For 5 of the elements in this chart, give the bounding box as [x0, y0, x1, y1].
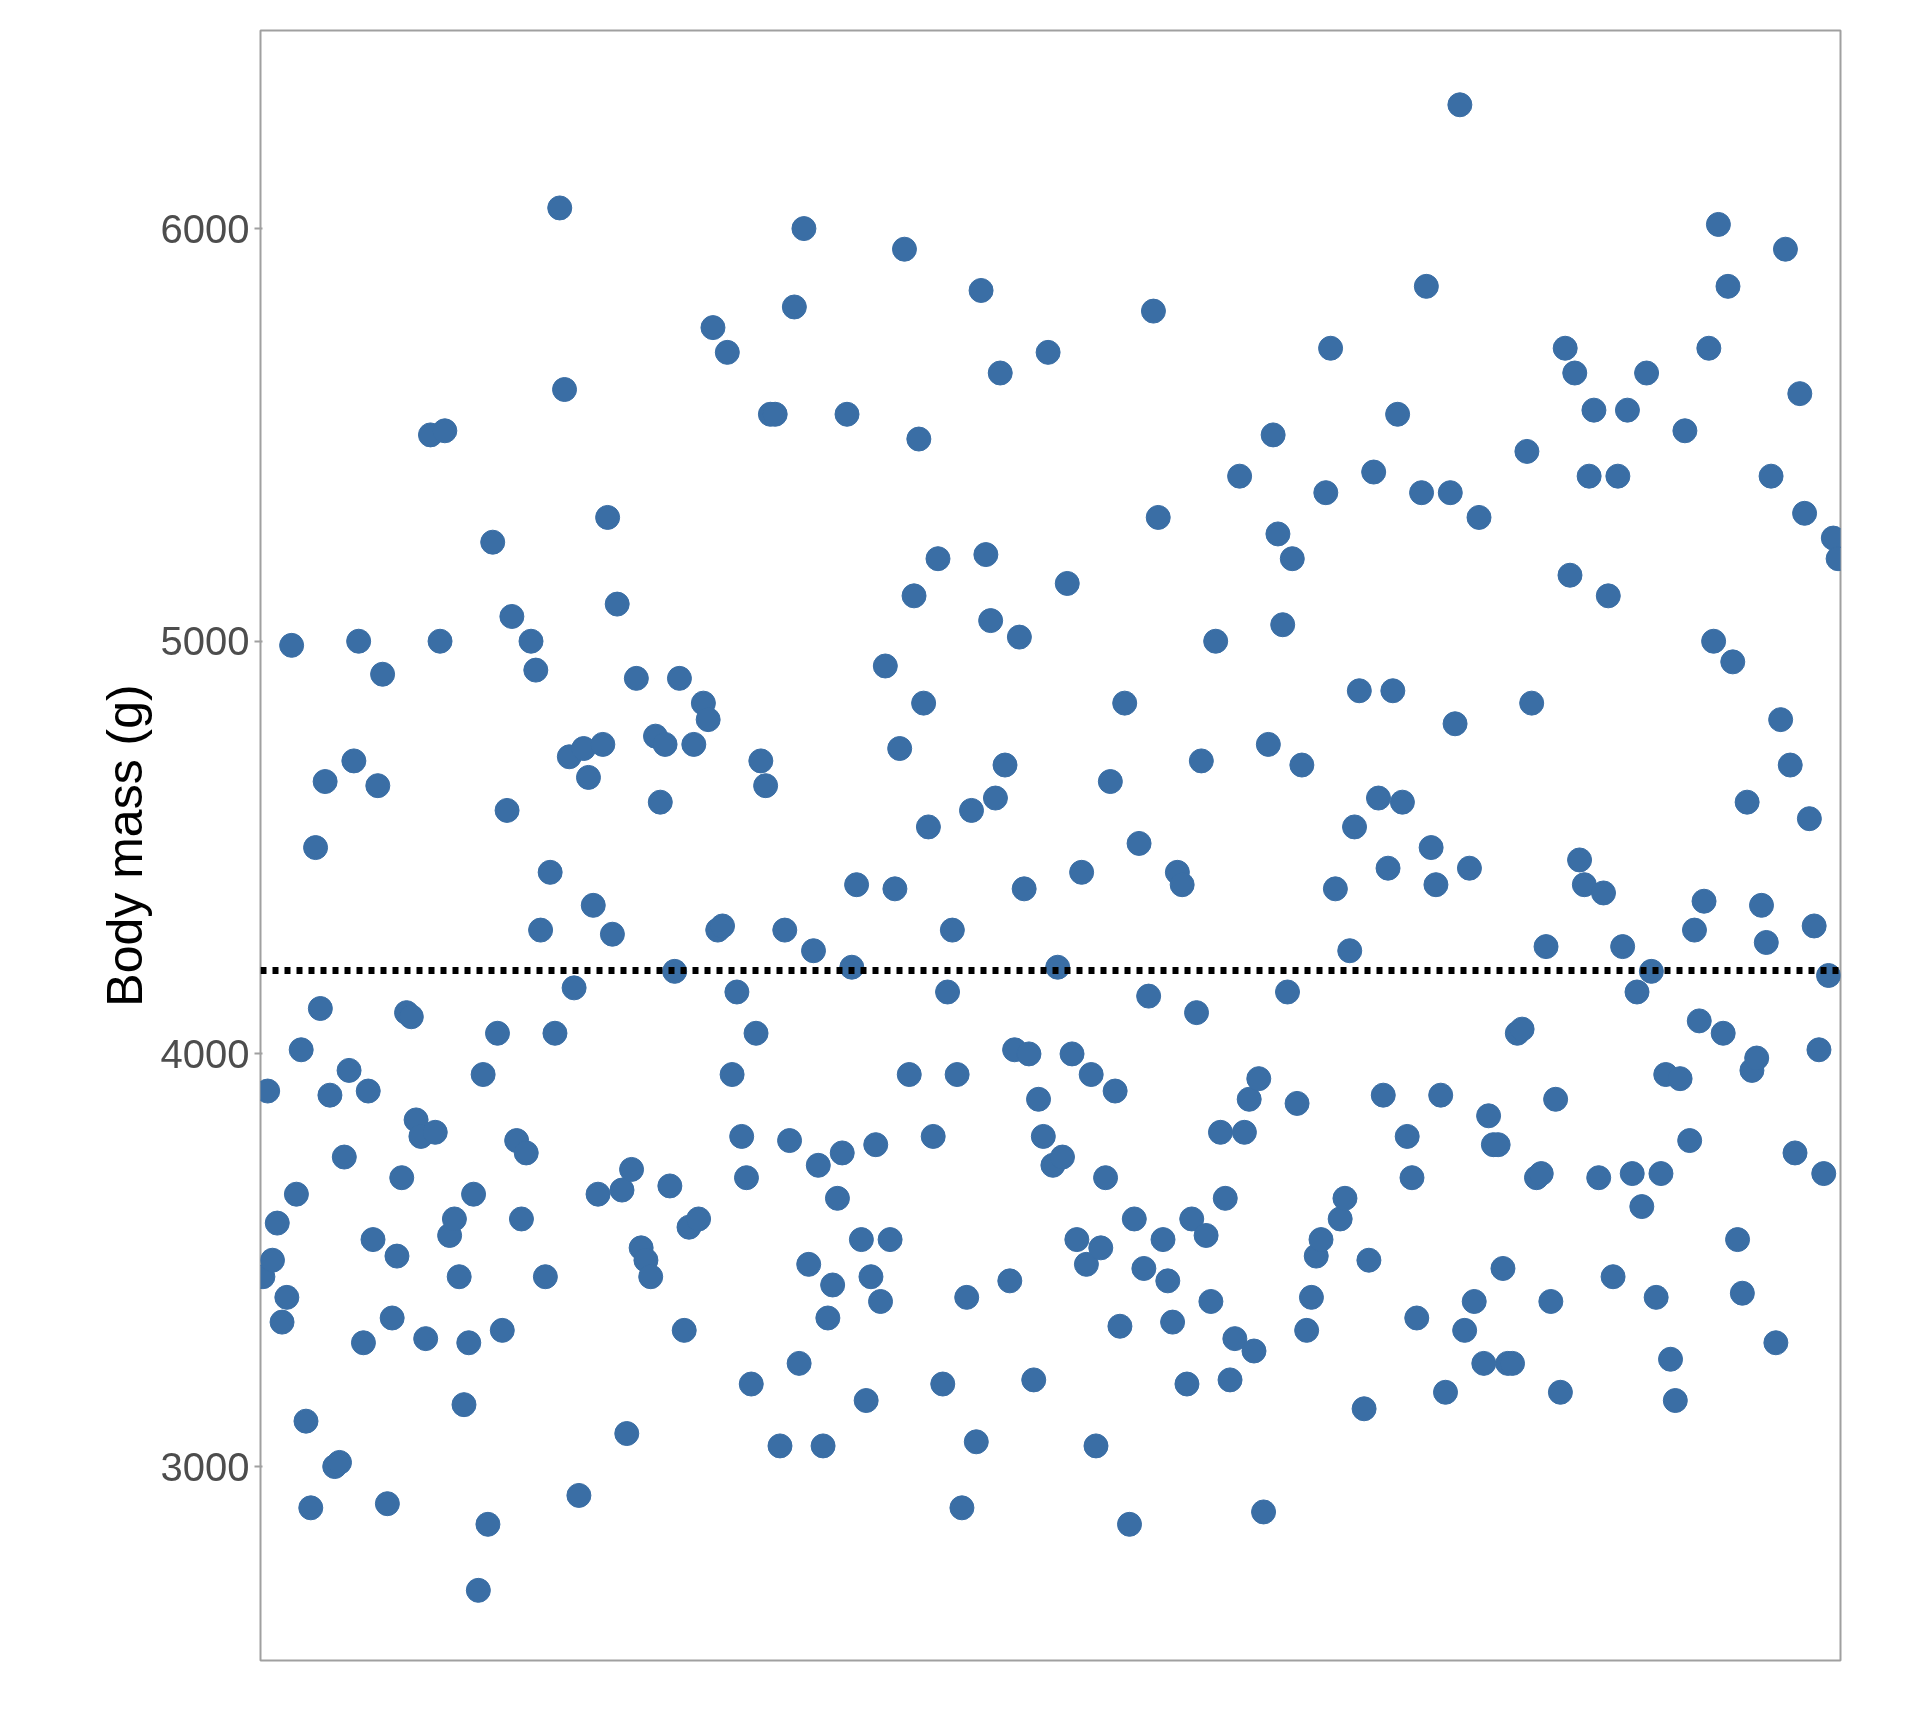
y-tick-label: 3000: [160, 1444, 250, 1489]
y-tick-label: 6000: [160, 206, 250, 251]
y-tick-label: 5000: [160, 619, 250, 664]
y-axis-title: Body mass (g): [96, 684, 153, 1007]
y-tick-label: 4000: [160, 1031, 250, 1076]
